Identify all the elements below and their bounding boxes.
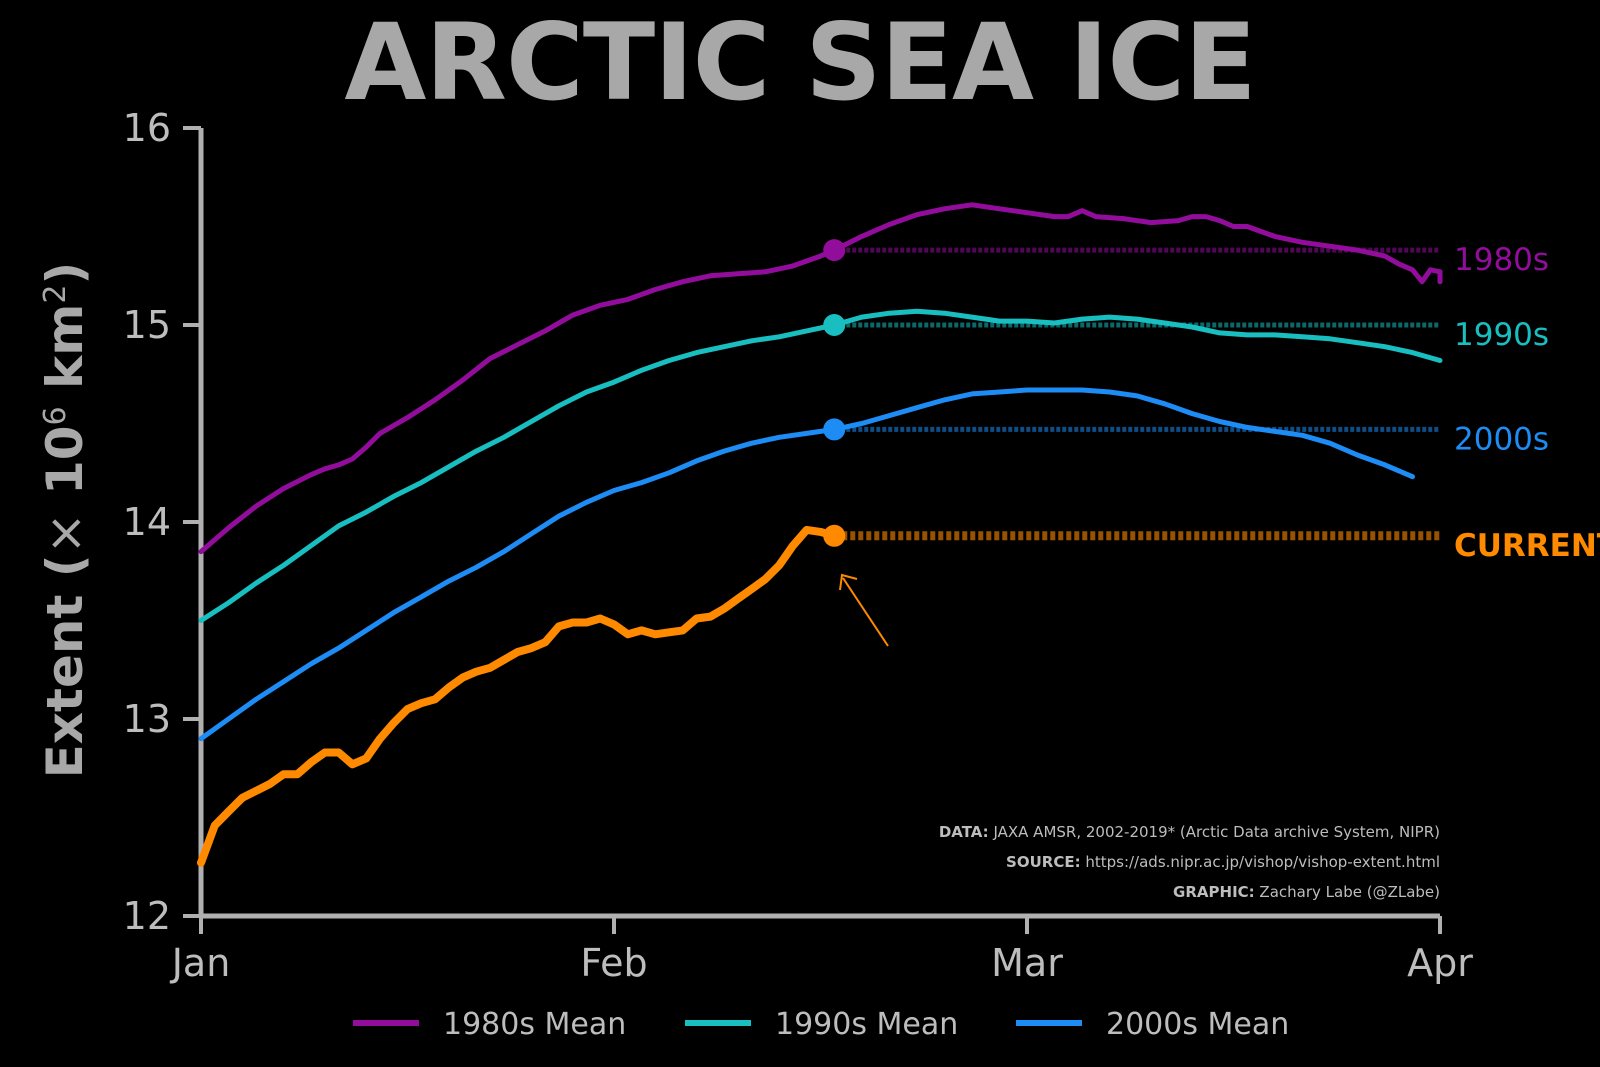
current-arrow	[839, 573, 889, 647]
series-marker	[823, 418, 846, 441]
series-markers	[823, 239, 846, 547]
svg-text:Extent (× 106 km2): Extent (× 106 km2)	[36, 262, 94, 779]
legend-label: 2000s Mean	[1106, 1007, 1289, 1042]
series-line	[198, 202, 1443, 555]
series-line	[198, 387, 1415, 742]
y-tick-label: 16	[123, 106, 171, 150]
reference-lines	[834, 247, 1440, 541]
y-tick-label: 13	[123, 697, 171, 741]
x-tick-label: Jan	[170, 941, 231, 985]
series-marker	[823, 314, 846, 336]
series-marker	[823, 524, 846, 547]
series-marker	[823, 239, 846, 262]
y-tick-label: 12	[123, 894, 171, 938]
y-tick-label: 15	[123, 303, 171, 347]
credit-data: DATA: JAXA AMSR, 2002-2019* (Arctic Data…	[939, 823, 1440, 841]
end-label: 2000s	[1454, 421, 1549, 457]
series-line	[198, 308, 1443, 623]
credits: DATA: JAXA AMSR, 2002-2019* (Arctic Data…	[939, 823, 1440, 901]
chart-title: ARCTIC SEA ICE	[344, 1, 1256, 124]
legend: 1980s Mean 1990s Mean 2000s Mean	[353, 1007, 1289, 1042]
series-lines	[197, 202, 1443, 867]
x-tick-label: Mar	[991, 941, 1063, 985]
axes: 12 13 14 15 16 Jan Feb Mar Apr	[123, 106, 1474, 985]
credit-graphic: GRAPHIC: Zachary Labe (@ZLabe)	[1173, 883, 1440, 901]
y-axis-label: Extent (× 106 km2)	[36, 262, 94, 779]
legend-label: 1990s Mean	[775, 1007, 958, 1042]
x-tick-label: Feb	[580, 941, 647, 985]
end-label: 1990s	[1454, 317, 1549, 353]
legend-label: 1980s Mean	[443, 1007, 626, 1042]
end-label: 1980s	[1454, 242, 1549, 278]
y-tick-label: 14	[123, 500, 171, 544]
credit-source: SOURCE: https://ads.nipr.ac.jp/vishop/vi…	[1006, 853, 1440, 871]
end-label: CURRENT	[1454, 528, 1600, 564]
end-labels: 1980s 1990s 2000s CURRENT	[1454, 242, 1600, 564]
series-line	[197, 525, 839, 867]
x-tick-label: Apr	[1407, 941, 1473, 985]
